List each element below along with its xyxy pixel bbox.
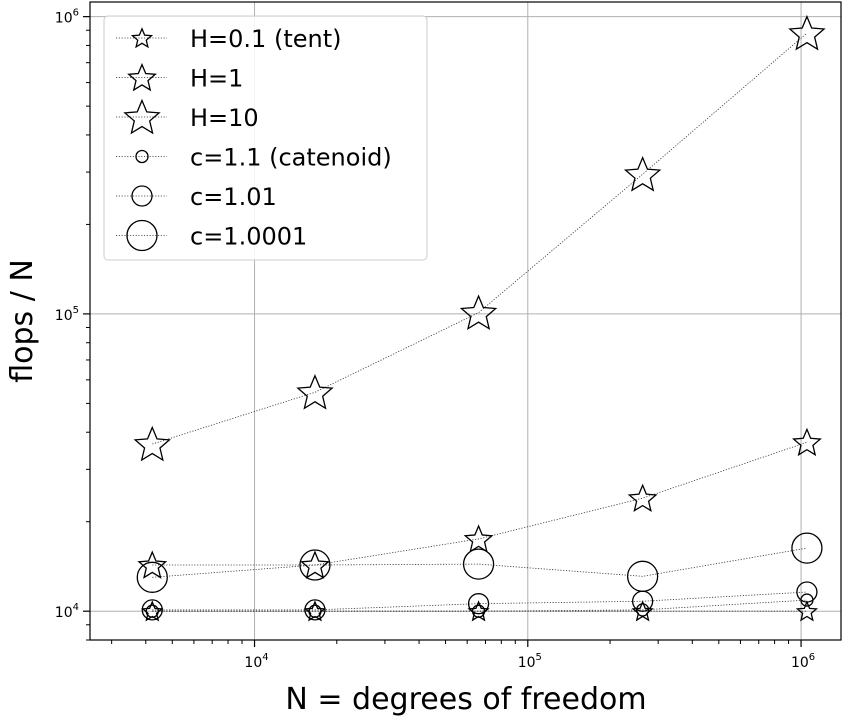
y-axis-label: flops / N	[5, 259, 40, 383]
series-line	[152, 32, 808, 445]
data-point	[141, 600, 164, 622]
series-line	[152, 547, 807, 578]
data-point	[467, 593, 490, 615]
y-tick-label: 105	[55, 305, 79, 324]
legend-marker	[131, 185, 153, 207]
data-point	[788, 14, 826, 51]
data-point	[467, 600, 490, 622]
data-point	[791, 427, 822, 457]
y-tick-label: 104	[55, 602, 79, 621]
data-point	[145, 604, 159, 618]
legend-label: H=10	[190, 104, 259, 132]
x-tick-label: 104	[244, 652, 268, 671]
data-point	[795, 600, 819, 622]
y-tick-label: 106	[55, 8, 79, 27]
data-point	[463, 524, 494, 553]
series-line	[152, 441, 808, 566]
legend-marker	[123, 98, 161, 135]
data-point	[141, 599, 163, 621]
series-markers	[133, 14, 826, 622]
data-point	[136, 561, 168, 593]
legend-marker	[135, 149, 149, 164]
data-point	[296, 374, 334, 410]
data-point	[299, 549, 331, 581]
legend-marker	[130, 27, 154, 49]
legend-label: H=1	[190, 65, 243, 93]
legend-marker	[126, 219, 158, 252]
x-tick-label: 105	[518, 652, 542, 671]
data-point	[137, 550, 168, 579]
x-tick-label: 106	[791, 652, 815, 671]
legend-frame	[103, 15, 428, 261]
legend-marker	[127, 62, 157, 92]
data-point	[462, 548, 495, 580]
legend-label: c=1.01	[190, 183, 277, 211]
data-point	[796, 581, 818, 603]
data-point	[626, 560, 659, 592]
data-point	[300, 550, 330, 579]
data-point	[303, 600, 327, 622]
data-point	[627, 483, 658, 512]
series-lines	[152, 32, 808, 612]
legend: H=0.1 (tent) H=1 H=10 c=1.1 (catenoid) c=1.0…	[103, 15, 428, 261]
legend-label: H=0.1 (tent)	[190, 25, 341, 53]
x-axis-label: N = degrees of freedom	[285, 682, 646, 717]
data-point	[623, 155, 662, 192]
data-point	[791, 532, 823, 564]
legend-label: c=1.0001	[190, 223, 307, 251]
legend-label: c=1.1 (catenoid)	[190, 144, 392, 172]
ticks: 104 105 106 104 105 106	[55, 8, 815, 671]
series-line	[152, 591, 807, 611]
data-point	[459, 294, 498, 330]
data-point	[308, 604, 322, 618]
data-point	[304, 599, 326, 621]
data-point	[133, 425, 171, 462]
plot-frame	[89, 1, 842, 641]
